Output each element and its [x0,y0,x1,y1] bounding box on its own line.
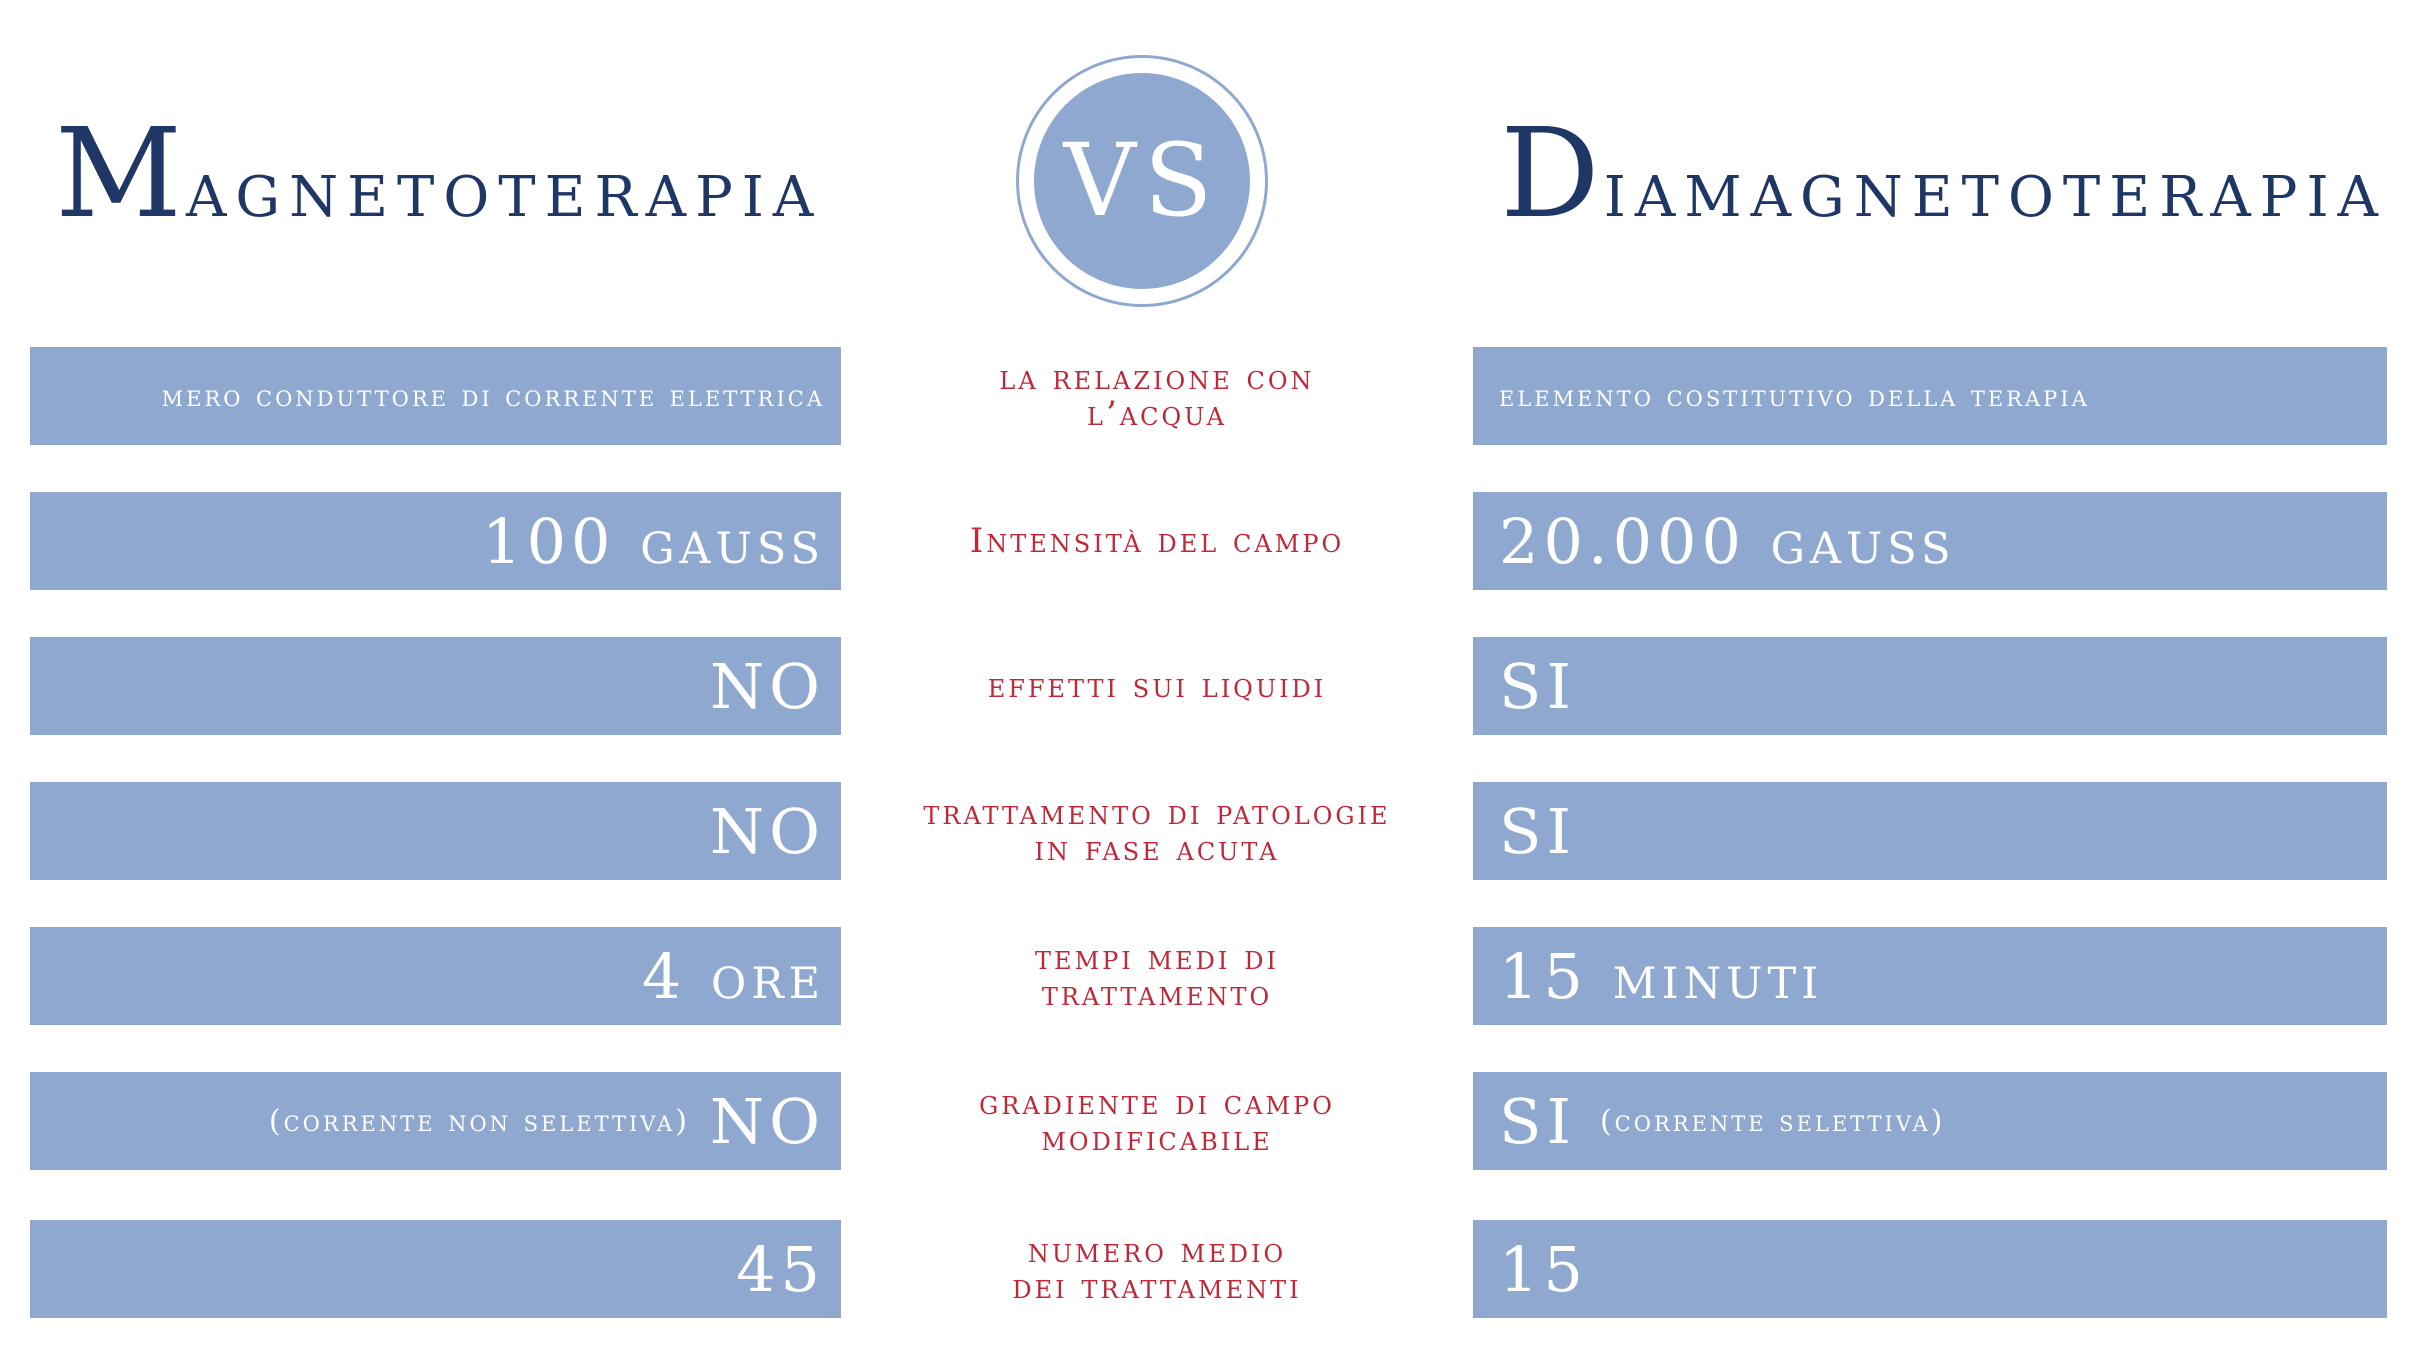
criterion-line: trattamento [1041,974,1273,1014]
left-value-box: NO [30,637,841,735]
criterion-line: tempi medi di [1035,938,1279,978]
comparison-row-field-gradient: (corrente non selettiva) NO gradiente di … [0,1072,2415,1172]
left-value: mero conduttore di corrente elettrica [161,378,825,414]
criterion-line: Intensità del campo [969,521,1345,561]
right-value: 15 minuti [1499,939,1824,1013]
comparison-row-acute-phase: NO trattamento di patologie in fase acuta… [0,782,2415,882]
left-value-box: 4 ore [30,927,841,1025]
criterion-line: numero medio [1027,1231,1287,1271]
comparison-row-liquid-effects: NO effetti sui liquidi SI [0,637,2415,737]
right-value-box: SI [1473,782,2387,880]
title-right-initial: D [1500,102,1604,246]
left-value: 45 [736,1232,825,1306]
comparison-row-treatment-count: 45 numero medio dei trattamenti 15 [0,1220,2415,1320]
right-value-box: elemento costitutivo della terapia [1473,347,2387,445]
left-value: 100 gauss [482,504,825,578]
criterion-label: Intensità del campo [880,492,1434,590]
criterion-line: trattamento di patologie [923,793,1391,833]
criterion-label: gradiente di campo modificabile [880,1072,1434,1170]
criterion-label: la relazione con l’acqua [880,347,1434,445]
left-value-box: 100 gauss [30,492,841,590]
criterion-label: numero medio dei trattamenti [880,1220,1434,1318]
title-magnetoterapia: Magnetoterapia [55,112,822,236]
right-value: 15 [1499,1232,1588,1306]
left-value: NO [709,1084,825,1158]
vs-badge: VS [1016,55,1268,307]
vs-label: VS [1034,73,1250,289]
right-value: 20.000 gauss [1499,504,1956,578]
criterion-line: in fase acuta [1034,829,1280,869]
right-note: (corrente selettiva) [1599,1103,1946,1139]
criterion-line: effetti sui liquidi [987,666,1327,706]
title-diamagnetoterapia: Diamagnetoterapia [1500,112,2387,236]
right-value-box: SI [1473,637,2387,735]
left-value-box: NO [30,782,841,880]
title-left-initial: M [55,102,186,246]
left-value-box: 45 [30,1220,841,1318]
criterion-line: modificabile [1041,1119,1273,1159]
left-value: NO [709,794,825,868]
criterion-label: trattamento di patologie in fase acuta [880,782,1434,880]
title-right-rest: iamagnetoterapia [1603,142,2387,235]
comparison-row-field-intensity: 100 gauss Intensità del campo 20.000 gau… [0,492,2415,592]
left-note: (corrente non selettiva) [268,1103,690,1139]
left-value: 4 ore [641,939,825,1013]
left-value-box: mero conduttore di corrente elettrica [30,347,841,445]
right-value: elemento costitutivo della terapia [1499,378,2090,414]
right-value-box: 20.000 gauss [1473,492,2387,590]
right-value-box: SI (corrente selettiva) [1473,1072,2387,1170]
criterion-label: tempi medi di trattamento [880,927,1434,1025]
comparison-row-treatment-time: 4 ore tempi medi di trattamento 15 minuti [0,927,2415,1027]
right-value: SI [1499,649,1576,723]
left-value: NO [709,649,825,723]
right-value-box: 15 [1473,1220,2387,1318]
criterion-line: l’acqua [1087,394,1227,434]
right-value-box: 15 minuti [1473,927,2387,1025]
right-value: SI [1499,1084,1576,1158]
left-value-box: (corrente non selettiva) NO [30,1072,841,1170]
criterion-line: dei trattamenti [1012,1267,1302,1307]
criterion-label: effetti sui liquidi [880,637,1434,735]
criterion-line: la relazione con [999,358,1315,398]
title-left-rest: agnetoterapia [185,142,823,235]
criterion-line: gradiente di campo [979,1083,1335,1123]
right-value: SI [1499,794,1576,868]
comparison-row-water-relation: mero conduttore di corrente elettrica la… [0,347,2415,447]
